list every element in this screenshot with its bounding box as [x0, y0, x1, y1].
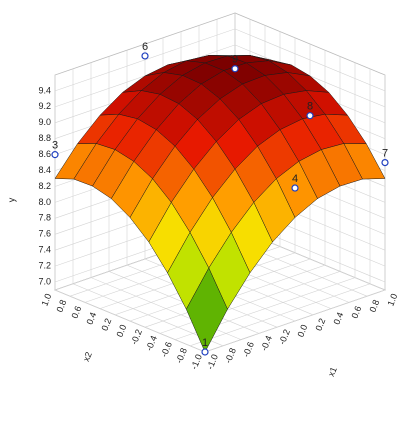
y-tick-label: 9.4 [38, 85, 51, 95]
point-label: 6 [142, 41, 148, 53]
x2-tick-label: 0.8 [54, 298, 68, 313]
y-tick-label: 8.2 [38, 181, 51, 191]
y-tick-label: 7.2 [38, 260, 51, 270]
x2-tick-label: 0.6 [69, 304, 83, 319]
y-tick-label: 8.8 [38, 133, 51, 143]
x2-axis-title: x2 [81, 350, 94, 363]
design-point [201, 348, 209, 356]
x2-tick-label: -0.8 [174, 346, 189, 364]
y-tick-label: 8.6 [38, 149, 51, 159]
x1-tick-label: 0.8 [367, 298, 381, 313]
grid-line [189, 68, 371, 347]
y-tick-label: 8.0 [38, 197, 51, 207]
point-label: 4 [292, 173, 298, 185]
y-tick-label: 9.2 [38, 101, 51, 111]
x2-tick-label: 0.2 [99, 317, 113, 332]
x1-tick-label: -1.0 [205, 353, 220, 371]
x2-tick-label: -0.6 [159, 340, 174, 358]
x2-tick-label: -1.0 [189, 353, 204, 371]
point-label: 7 [382, 147, 388, 159]
x1-tick-label: -0.4 [259, 334, 274, 352]
x2-tick-label: 1.0 [39, 292, 53, 307]
x2-tick-label: 0.4 [84, 311, 98, 326]
point-label: 3 [52, 140, 58, 152]
x2-tick-label: -0.4 [144, 334, 159, 352]
design-point [141, 52, 149, 60]
design-point [381, 158, 389, 167]
design-point [51, 151, 59, 159]
y-tick-label: 7.6 [38, 229, 51, 239]
x1-tick-label: 1.0 [385, 292, 399, 307]
point-label: 9 [232, 54, 238, 66]
design-point [306, 112, 314, 120]
point-label: 1 [202, 337, 208, 349]
design-point [231, 65, 239, 73]
x1-tick-label: -0.2 [277, 328, 292, 346]
x1-axis-title: x1 [326, 365, 339, 378]
design-point [291, 184, 299, 192]
x1-tick-label: 0.0 [295, 323, 309, 338]
surface-patch [186, 267, 228, 353]
x1-tick-label: -0.8 [223, 346, 238, 364]
y-axis-title: y [6, 197, 16, 202]
x1-tick-label: 0.6 [349, 304, 363, 319]
y-tick-label: 7.0 [38, 276, 51, 286]
grid-line [204, 75, 386, 353]
x2-tick-label: -0.2 [129, 328, 144, 346]
x1-tick-label: 0.4 [331, 311, 345, 326]
y-tick-label: 7.8 [38, 213, 51, 223]
y-tick-label: 9.0 [38, 117, 51, 127]
y-tick-label: 8.4 [38, 165, 51, 175]
x2-tick-label: 0.0 [114, 323, 128, 338]
point-label: 8 [307, 101, 313, 113]
y-tick-label: 7.4 [38, 245, 51, 255]
x1-tick-label: -0.6 [241, 340, 256, 358]
x1-tick-label: 0.2 [313, 317, 327, 332]
